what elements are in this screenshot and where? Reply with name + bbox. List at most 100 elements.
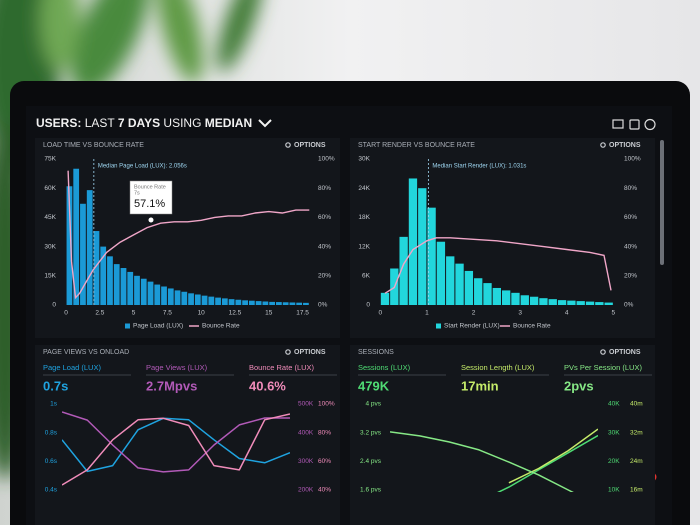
- histogram-bar: [380, 292, 390, 305]
- y2-tick-label: 500K: [298, 401, 314, 408]
- stat-label: Page Load (LUX): [43, 363, 101, 372]
- histogram-bar: [113, 264, 120, 305]
- y-tick-label: 12K: [358, 243, 370, 250]
- series-line: [497, 434, 598, 492]
- histogram-bar: [248, 300, 255, 305]
- tooltip-title: Bounce Rate: [134, 184, 166, 190]
- x-tick-label: 5: [132, 310, 136, 317]
- histogram-bar: [174, 290, 181, 305]
- series-line: [390, 431, 574, 492]
- stat-label: PVs Per Session (LUX): [564, 363, 642, 372]
- histogram-bar: [235, 299, 242, 305]
- histogram-bar: [483, 283, 492, 305]
- y-tick-label: 0.6s: [45, 458, 58, 465]
- legend-label: Page Load (LUX): [133, 323, 183, 330]
- stat-value: 0.7s: [43, 378, 68, 393]
- help-icon[interactable]: [644, 118, 656, 131]
- stat-value: 479K: [358, 378, 390, 393]
- histogram-bar: [120, 268, 127, 305]
- y2-tick-label: 20%: [624, 273, 637, 280]
- x-tick-label: 0: [379, 310, 383, 317]
- options-button[interactable]: OPTIONS: [609, 142, 641, 149]
- histogram-bar: [154, 284, 161, 305]
- y-tick-label: 0: [366, 302, 370, 309]
- x-tick-label: 0: [64, 310, 68, 317]
- bounce-rate-line: [384, 237, 612, 294]
- y2-tick-label: 10K: [608, 487, 620, 494]
- histogram-bar: [455, 263, 464, 305]
- options-icon: [600, 349, 606, 355]
- stat-label: Sessions (LUX): [358, 363, 411, 372]
- histogram-bar: [399, 236, 408, 305]
- y2-tick-label: 80%: [624, 185, 637, 192]
- series-line: [62, 411, 290, 473]
- panel-title: PAGE VIEWS VS ONLOAD: [43, 349, 129, 356]
- panel-background: [35, 345, 340, 525]
- x-tick-label: 7.5: [163, 310, 172, 317]
- histogram-bar: [276, 302, 282, 305]
- title-part: MEDIAN: [205, 116, 252, 130]
- panel: PAGE VIEWS VS ONLOAD OPTIONS 0.4s 0.6s 0.8s 1…: [35, 345, 340, 525]
- histogram-bar: [585, 301, 595, 305]
- stat-label: Page Views (LUX): [146, 363, 208, 372]
- x-tick-label: 2: [472, 310, 476, 317]
- title-part: LAST: [85, 116, 116, 130]
- histogram-bar: [303, 302, 309, 305]
- y2-tick-label: 40K: [608, 401, 620, 408]
- scrollbar[interactable]: [660, 140, 664, 265]
- histogram-bar: [66, 186, 73, 305]
- options-button[interactable]: OPTIONS: [609, 349, 641, 356]
- median-label: Median Start Render (LUX): 1.031s: [432, 164, 526, 170]
- dashboard-title[interactable]: USERS: LAST 7 DAYS USING MEDIAN: [36, 116, 252, 130]
- histogram-bar: [100, 246, 107, 305]
- histogram-bar: [181, 291, 188, 305]
- histogram-bar: [221, 298, 228, 305]
- histogram-bar: [464, 270, 474, 305]
- options-icon: [285, 142, 291, 148]
- y3-tick-label: 40m: [630, 401, 643, 408]
- title-part: USERS:: [36, 116, 81, 130]
- y2-tick-label: 20%: [318, 273, 331, 280]
- y-tick-label: 1.6 pvs: [360, 487, 382, 494]
- histogram-bar: [418, 188, 427, 305]
- options-button[interactable]: OPTIONS: [294, 349, 326, 356]
- x-tick-label: 10: [198, 310, 206, 317]
- histogram-bar: [228, 299, 235, 305]
- histogram-bar: [208, 296, 215, 305]
- histogram-bar: [255, 301, 262, 305]
- share-icon[interactable]: [629, 119, 640, 130]
- options-button[interactable]: OPTIONS: [294, 142, 326, 149]
- x-tick-label: 12.5: [229, 310, 242, 317]
- toolbar-icons: [612, 118, 656, 131]
- y-tick-label: 0.4s: [45, 487, 58, 494]
- histogram-bar: [595, 302, 604, 305]
- dropdown-chevron[interactable]: [258, 119, 272, 128]
- panel: SESSIONS OPTIONS 1.6 pvs 2.4 pvs 3.2 pvs 4 pv…: [350, 345, 655, 525]
- histogram-bar: [289, 302, 296, 305]
- stat-label: Bounce Rate (LUX): [249, 363, 315, 372]
- histogram-bar: [107, 256, 113, 305]
- tooltip-subtitle: 7s: [134, 190, 140, 196]
- histogram-bar: [147, 281, 154, 305]
- histogram-bar: [86, 190, 93, 305]
- series-line: [508, 428, 598, 484]
- histogram-bar: [188, 293, 194, 305]
- histogram-bar: [446, 256, 455, 305]
- y-tick-label: 24K: [358, 185, 370, 192]
- histogram-bar: [427, 207, 436, 305]
- monitor-icon[interactable]: [612, 119, 624, 129]
- y-tick-label: 75K: [44, 156, 56, 163]
- histogram-bar: [194, 294, 201, 305]
- y3-tick-label: 32m: [630, 429, 643, 436]
- legend-label: Bounce Rate: [202, 323, 240, 330]
- y-tick-label: 0: [52, 302, 56, 309]
- title-part: USING: [163, 116, 201, 130]
- y-tick-label: 60K: [44, 185, 56, 192]
- tooltip-value: 57.1%: [134, 198, 165, 210]
- y-tick-label: 30K: [358, 156, 370, 163]
- histogram-bar: [242, 300, 248, 305]
- x-tick-label: 2.5: [95, 310, 104, 317]
- y-tick-label: 3.2 pvs: [360, 429, 382, 436]
